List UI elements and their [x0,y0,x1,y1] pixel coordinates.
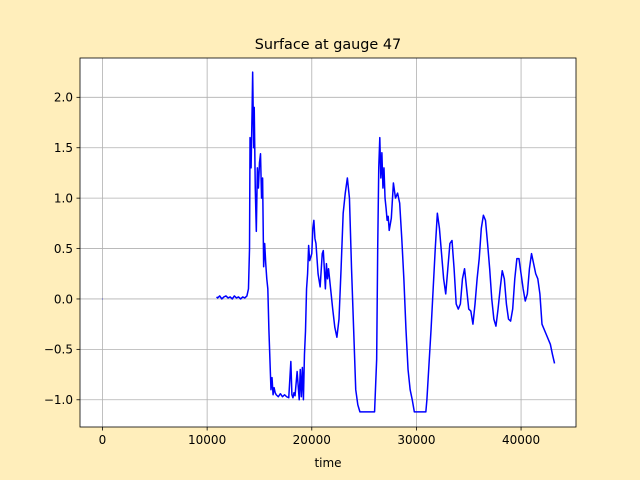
series-line [102,71,556,413]
y-tick-label: −0.5 [44,343,73,357]
axes-frame [79,57,577,428]
x-axis-ticks: 0 10000 20000 30000 40000 [99,427,540,447]
y-tick-label: 2.0 [54,91,73,105]
x-tick-label: 30000 [397,433,435,447]
plot-area [80,58,576,427]
x-axis-label: time [314,456,341,470]
x-tick-label: 0 [99,433,107,447]
y-tick-label: −1.0 [44,393,73,407]
y-tick-label: 0.0 [54,292,73,306]
chart-title: Surface at gauge 47 [255,37,401,53]
x-tick-label: 20000 [293,433,331,447]
y-tick-label: 1.5 [54,141,73,155]
y-tick-label: 0.5 [54,242,73,256]
x-tick-label: 10000 [188,433,226,447]
y-axis-ticks: −1.0 −0.5 0.0 0.5 1.0 1.5 2.0 [44,91,80,407]
y-tick-label: 1.0 [54,191,73,205]
data-layer [102,71,556,413]
x-tick-label: 40000 [502,433,540,447]
